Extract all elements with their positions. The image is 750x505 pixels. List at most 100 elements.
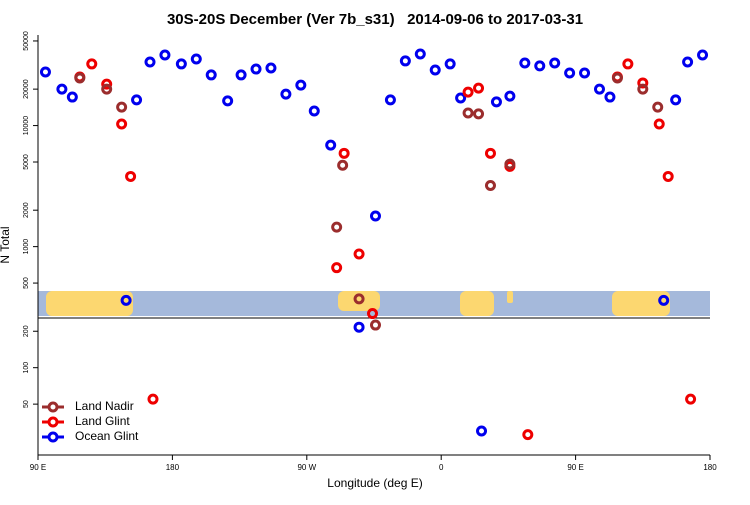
point: [331, 262, 343, 274]
y-tick-label: 1000: [23, 239, 30, 255]
point: [697, 49, 709, 61]
point: [337, 159, 349, 171]
point: [611, 72, 623, 84]
point: [338, 147, 350, 159]
point: [519, 57, 531, 69]
land-strip: [46, 291, 133, 316]
point: [353, 248, 365, 260]
land-strip: [338, 291, 380, 311]
point: [504, 158, 516, 170]
point: [39, 66, 51, 78]
y-tick-label: 50000: [23, 31, 30, 51]
point: [369, 210, 381, 222]
point: [353, 321, 365, 333]
point: [190, 53, 202, 65]
point: [147, 393, 159, 405]
point: [116, 118, 128, 130]
point: [504, 90, 516, 102]
y-tick-label: 5000: [23, 154, 30, 170]
point: [367, 308, 379, 320]
point: [414, 48, 426, 60]
point: [101, 78, 113, 90]
x-tick-label: 90 E: [567, 463, 583, 472]
point: [522, 429, 534, 441]
point: [670, 94, 682, 106]
y-tick-label: 2000: [23, 202, 30, 218]
point: [222, 95, 234, 107]
point: [658, 294, 670, 306]
x-tick-label: 180: [166, 463, 180, 472]
point: [159, 49, 171, 61]
point: [66, 91, 78, 103]
y-tick-label: 10000: [23, 116, 30, 136]
point: [564, 67, 576, 79]
point: [74, 72, 86, 84]
point: [579, 67, 591, 79]
x-axis-label: Longitude (deg E): [327, 476, 422, 490]
point: [353, 293, 365, 305]
point: [484, 147, 496, 159]
point: [384, 94, 396, 106]
legend-label: Ocean Glint: [75, 429, 139, 443]
point: [490, 96, 502, 108]
point: [265, 62, 277, 74]
point: [604, 91, 616, 103]
point: [462, 107, 474, 119]
legend-marker: [47, 401, 59, 413]
point: [637, 77, 649, 89]
point: [101, 83, 113, 95]
land-strip: [507, 291, 513, 303]
point: [131, 94, 143, 106]
point: [235, 69, 247, 81]
x-tick-label: 90 E: [30, 463, 46, 472]
point: [144, 56, 156, 68]
point: [484, 179, 496, 191]
legend-marker: [47, 416, 59, 428]
point: [455, 92, 467, 104]
point: [444, 58, 456, 70]
point: [462, 86, 474, 98]
point: [534, 60, 546, 72]
point: [637, 83, 649, 95]
chart-title: 30S-20S December (Ver 7b_s31) 2014-09-06…: [167, 11, 583, 28]
point: [250, 63, 262, 75]
y-tick-label: 500: [23, 277, 30, 289]
point: [549, 57, 561, 69]
point: [205, 69, 217, 81]
point: [295, 79, 307, 91]
x-tick-label: 180: [703, 463, 717, 472]
y-axis-label: N Total: [0, 226, 12, 263]
point: [331, 221, 343, 233]
x-tick-label: 0: [439, 463, 444, 472]
land-strip: [612, 291, 670, 316]
point: [175, 58, 187, 70]
point: [125, 170, 137, 182]
legend-label: Land Glint: [75, 414, 130, 428]
point: [280, 88, 292, 100]
point: [685, 393, 697, 405]
point: [653, 118, 665, 130]
point: [682, 56, 694, 68]
point: [476, 425, 488, 437]
point: [652, 101, 664, 113]
point: [399, 55, 411, 67]
x-tick-label: 90 W: [297, 463, 316, 472]
land-strip: [460, 291, 494, 316]
point: [56, 83, 68, 95]
point: [308, 105, 320, 117]
y-tick-label: 200: [23, 325, 30, 337]
point: [325, 139, 337, 151]
point: [662, 170, 674, 182]
point: [369, 319, 381, 331]
y-tick-label: 100: [23, 362, 30, 374]
point: [622, 58, 634, 70]
point: [473, 82, 485, 94]
map-strip: [38, 291, 710, 316]
point: [429, 64, 441, 76]
legend-marker: [47, 431, 59, 443]
point: [120, 294, 132, 306]
y-tick-label: 50: [23, 400, 30, 408]
y-tick-label: 20000: [23, 79, 30, 99]
legend-label: Land Nadir: [75, 399, 134, 413]
